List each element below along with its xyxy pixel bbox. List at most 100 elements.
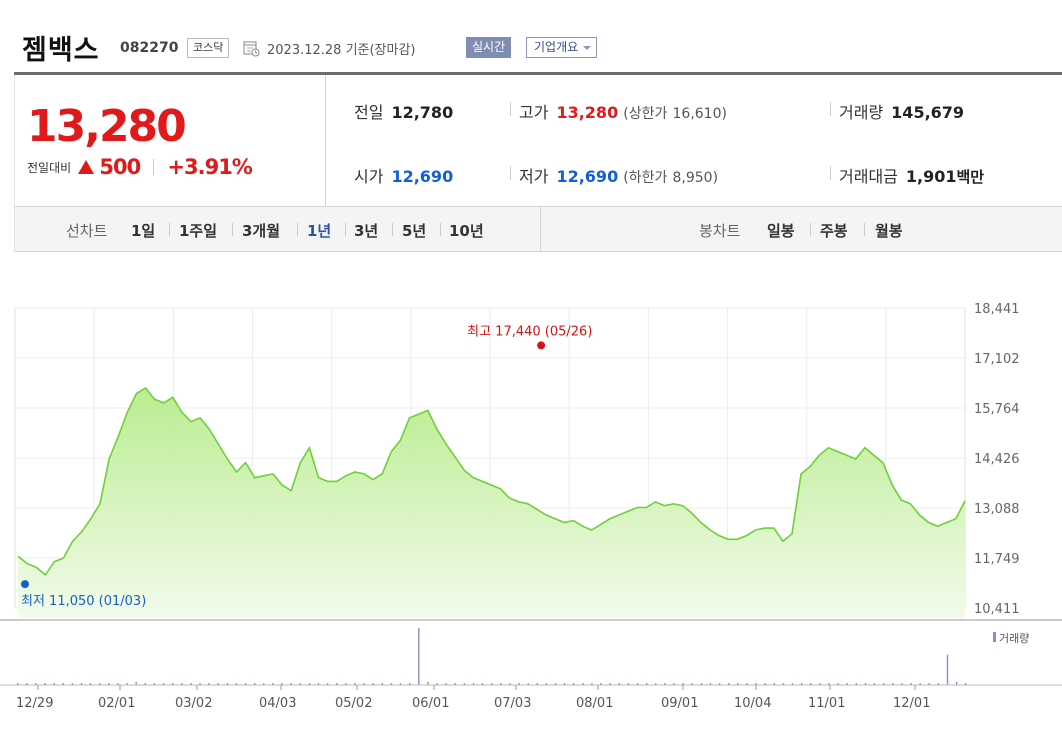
volume-bar [181, 683, 183, 685]
company-overview-label: 기업개요 [534, 40, 579, 54]
volume-bar [308, 683, 311, 685]
volume-bar [454, 683, 456, 685]
volume-bar [636, 683, 639, 685]
chart-annotations: 최고 17,440 (05/26) 최저 11,050 (01/03) [21, 324, 592, 609]
tab-1-day[interactable]: 1일 [131, 222, 156, 240]
volume-bar [117, 683, 119, 685]
volume-bar [491, 683, 493, 685]
volume-bar [573, 683, 575, 685]
volume-bar [427, 681, 429, 685]
tab-daily-candle[interactable]: 일봉 [767, 222, 795, 240]
volume-bar [481, 683, 484, 685]
volume-bar [399, 683, 402, 685]
candle-chart-label: 봉차트 [699, 222, 741, 240]
volume-bar [646, 683, 648, 685]
volume-bar [226, 683, 229, 685]
volume-bar [782, 683, 785, 685]
volume-bar [208, 683, 210, 685]
volume: 거래량 145,679 [839, 99, 964, 123]
volume-bar [71, 683, 74, 685]
volume-bar [290, 683, 292, 685]
x-tick-label: 11/01 [808, 696, 845, 711]
day-low: 저가 12,690 (하한가 8,950) [519, 163, 718, 187]
y-tick-label: 13,088 [974, 502, 1020, 517]
tab-1-week[interactable]: 1주일 [179, 222, 218, 240]
volume-bar [436, 683, 438, 685]
volume-bar [746, 683, 748, 685]
volume-bar [80, 683, 83, 685]
volume-bar [144, 683, 146, 685]
lower-limit-value: 8,950) [672, 170, 719, 186]
low-marker [21, 580, 29, 589]
volume-bar [910, 683, 912, 685]
volume-legend: 거래량 [999, 632, 1029, 645]
day-low-value: 12,690 [556, 167, 619, 186]
volume-bar [937, 683, 940, 685]
tab-3-years[interactable]: 3년 [354, 222, 379, 240]
x-tick-label: 06/01 [412, 696, 449, 711]
price-area [17, 386, 966, 618]
tab-separator [232, 223, 233, 236]
open-price: 시가 12,690 [354, 163, 453, 187]
y-tick-label: 11,749 [974, 552, 1020, 567]
volume-bar [418, 628, 420, 685]
volume-bar [655, 683, 657, 685]
x-axis-ticks: 12/29 02/01 03/02 04/03 05/02 06/01 07/03 08/01… [16, 685, 930, 711]
trade-amount-label: 거래대금 [839, 167, 898, 186]
prev-close-label: 전일 [354, 103, 384, 122]
y-tick-label: 10,411 [974, 602, 1020, 617]
volume-bar [381, 683, 383, 685]
price-chart[interactable]: 18,441 17,102 15,764 14,426 13,088 11,749 10,4… [0, 252, 1062, 745]
volume-bar [855, 683, 857, 685]
volume-bar [135, 681, 137, 685]
tab-5-years[interactable]: 5년 [402, 222, 427, 240]
volume-bar [563, 683, 566, 685]
volume-bar [518, 683, 520, 685]
volume-bars: 거래량 [0, 628, 1062, 686]
tab-10-years[interactable]: 10년 [449, 222, 484, 240]
volume-bar [317, 683, 320, 685]
company-overview-button[interactable]: 기업개요 [526, 37, 598, 58]
volume-bar [172, 683, 174, 685]
tab-separator [297, 223, 298, 236]
prev-close: 전일 12,780 [354, 99, 453, 123]
y-tick-label: 15,764 [974, 402, 1020, 417]
volume-bar [700, 683, 703, 685]
period-bar-divider [540, 207, 541, 252]
volume-bar [919, 683, 921, 685]
volume-bar [281, 683, 283, 685]
volume-bar [199, 683, 201, 685]
y-tick-label: 14,426 [974, 452, 1020, 467]
trade-amount-value: 1,901 [905, 167, 957, 186]
current-price: 13,280 [27, 101, 187, 152]
volume-bar [965, 683, 967, 685]
tab-weekly-candle[interactable]: 주봉 [820, 222, 848, 240]
volume-bar [509, 683, 511, 685]
volume-value: 145,679 [891, 103, 965, 122]
x-tick-label: 03/02 [175, 696, 212, 711]
volume-bar [235, 683, 238, 685]
volume-bar [618, 683, 620, 685]
tab-1-year[interactable]: 1년 [307, 222, 332, 240]
low-annotation: 최저 11,050 (01/03) [21, 594, 146, 609]
realtime-button[interactable]: 실시간 [466, 37, 512, 58]
stock-code: 082270 [120, 40, 179, 56]
volume-bar [190, 683, 192, 685]
volume-bar [764, 683, 766, 685]
volume-bar [554, 683, 557, 685]
volume-bar [591, 683, 593, 685]
volume-bar [828, 683, 830, 685]
volume-bar [44, 683, 46, 685]
line-chart-label: 선차트 [66, 222, 108, 240]
x-tick-label: 04/03 [259, 696, 296, 711]
volume-bar [755, 683, 757, 685]
high-marker [537, 341, 546, 350]
tab-monthly-candle[interactable]: 월봉 [875, 222, 903, 240]
tab-3-months[interactable]: 3개월 [242, 222, 281, 240]
volume-bar [363, 683, 365, 685]
volume-bar [800, 683, 803, 685]
tab-separator [345, 223, 346, 236]
volume-bar [846, 683, 848, 685]
volume-bar [527, 683, 529, 685]
metric-separator [830, 166, 831, 180]
